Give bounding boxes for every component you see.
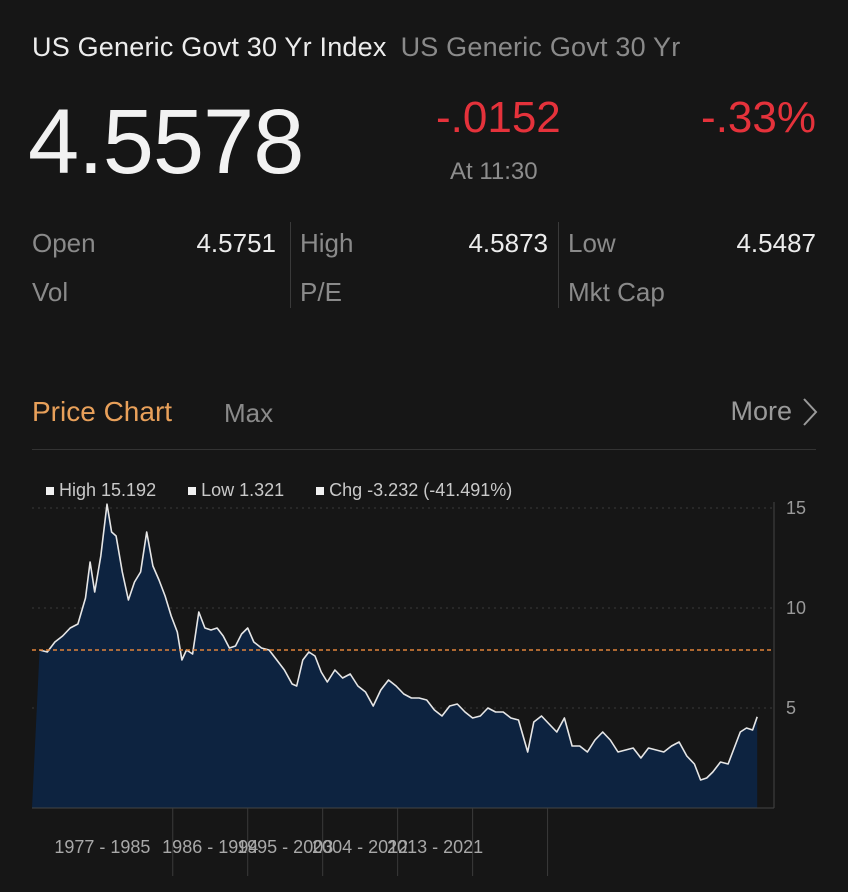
- pe-label: P/E: [300, 277, 342, 307]
- x-period-label: 2004 - 2012: [312, 837, 408, 857]
- low-value: 4.5487: [736, 228, 816, 258]
- x-period-label: 1995 - 2003: [237, 837, 333, 857]
- legend-item-low: Low 1.321: [188, 480, 284, 501]
- section-divider: [32, 449, 816, 450]
- chart-legend: High 15.192 Low 1.321 Chg -3.232 (-41.49…: [46, 480, 512, 501]
- more-label: More: [730, 396, 792, 426]
- legend-marker: [46, 486, 54, 495]
- legend-item-change: Chg -3.232 (-41.491%): [316, 480, 512, 501]
- low-label: Low: [568, 228, 616, 258]
- y-tick-label: 15: [786, 500, 806, 518]
- chevron-right-icon: [803, 397, 818, 426]
- open-value: 4.5751: [196, 228, 276, 258]
- y-tick-label: 10: [786, 598, 806, 618]
- range-selector[interactable]: Max: [224, 398, 274, 428]
- legend-label: Low 1.321: [201, 480, 285, 500]
- y-tick-label: 5: [786, 698, 796, 718]
- net-change: -.0152: [436, 93, 561, 142]
- open-label: Open: [32, 228, 96, 258]
- series-line: [39, 503, 758, 781]
- mktcap-label: Mkt Cap: [568, 277, 665, 307]
- last-price: 4.5578: [28, 91, 304, 193]
- legend-marker: [316, 486, 325, 495]
- stat-divider: [558, 222, 559, 308]
- legend-item-high: High 15.192: [46, 480, 156, 501]
- x-period-label: 2013 - 2021: [387, 837, 483, 857]
- page-title: US Generic Govt 30 Yr Index US Generic Go…: [32, 32, 680, 63]
- legend-label: High 15.192: [59, 480, 157, 500]
- legend-marker: [188, 486, 197, 495]
- legend-label: Chg -3.232 (-41.491%): [329, 480, 513, 500]
- high-label: High: [300, 228, 354, 258]
- high-value: 4.5873: [468, 228, 548, 258]
- x-period-label: 1977 - 1985: [54, 837, 150, 857]
- vol-label: Vol: [32, 277, 69, 307]
- series-area: [32, 504, 758, 808]
- as-of-time: At 11:30: [450, 158, 538, 185]
- price-chart-tab[interactable]: Price Chart: [32, 396, 173, 427]
- percent-change: -.33%: [701, 93, 816, 142]
- index-title: US Generic Govt 30 Yr Index: [32, 32, 387, 62]
- index-subtitle: US Generic Govt 30 Yr: [400, 32, 681, 62]
- stat-divider: [290, 222, 291, 308]
- more-button[interactable]: More: [730, 396, 818, 427]
- x-period-label: 1986 - 1994: [162, 837, 258, 857]
